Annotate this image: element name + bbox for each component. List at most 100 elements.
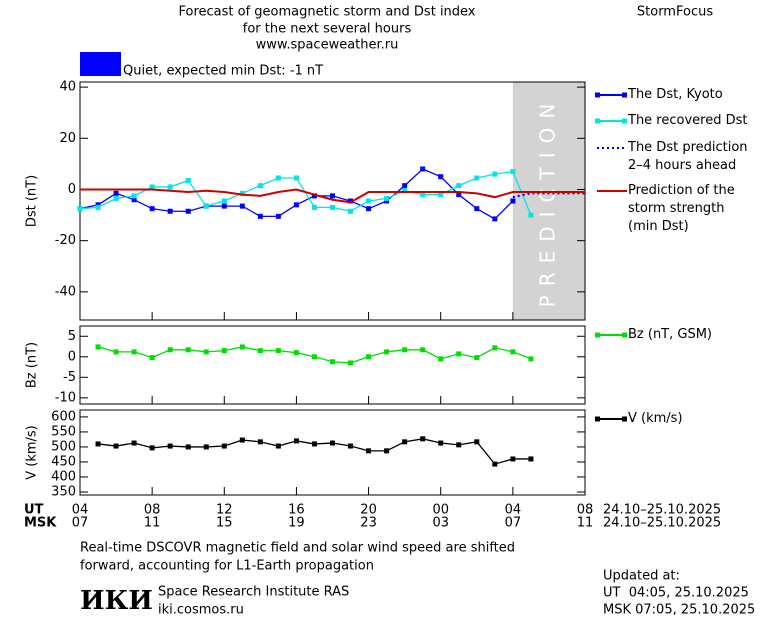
data-point xyxy=(510,456,516,462)
data-point xyxy=(510,349,516,355)
data-point xyxy=(438,356,444,362)
x-tick-label: 08 xyxy=(144,503,161,518)
ut-label: UT xyxy=(24,503,44,518)
status-swatch xyxy=(80,52,121,76)
data-point xyxy=(492,216,498,222)
data-point xyxy=(438,192,444,198)
data-point xyxy=(77,206,83,212)
data-point xyxy=(528,212,534,218)
x-tick-label-msk: 11 xyxy=(577,516,594,531)
data-point xyxy=(131,193,137,199)
data-point xyxy=(402,439,408,445)
prediction-label: PREDICTION xyxy=(535,95,559,308)
data-point xyxy=(456,442,462,448)
legend-label: Prediction of the storm strength (min Ds… xyxy=(628,183,735,234)
data-point xyxy=(366,198,372,204)
y-tick-label: 20 xyxy=(59,131,76,146)
data-point xyxy=(420,436,426,442)
data-point xyxy=(131,440,137,446)
data-point xyxy=(293,350,299,356)
data-point xyxy=(167,443,173,449)
data-point xyxy=(330,193,335,199)
data-point xyxy=(293,202,299,208)
data-point xyxy=(438,440,444,446)
x-tick-label: 08 xyxy=(577,503,594,518)
data-point xyxy=(384,448,390,454)
x-tick-label-msk: 19 xyxy=(288,516,305,531)
x-tick-label-msk: 07 xyxy=(72,516,89,531)
data-point xyxy=(384,349,390,355)
data-point xyxy=(348,360,354,366)
plot-frame xyxy=(79,409,586,496)
data-point xyxy=(149,355,155,361)
data-point xyxy=(149,206,155,212)
x-tick-label: 12 xyxy=(216,503,233,518)
data-point xyxy=(221,348,227,354)
x-tick-label-msk: 07 xyxy=(505,516,522,531)
updated-label: Updated at: xyxy=(603,569,680,584)
data-point xyxy=(167,184,173,190)
data-point xyxy=(311,193,317,199)
plot-frame xyxy=(79,325,586,405)
data-point xyxy=(221,198,227,204)
y-tick-label: 40 xyxy=(59,80,76,95)
data-point xyxy=(330,359,335,365)
legend-marker xyxy=(622,332,627,338)
y-tick-label: 5 xyxy=(68,329,76,344)
data-point xyxy=(492,461,498,467)
data-point xyxy=(456,183,462,189)
data-point xyxy=(275,348,281,354)
data-point xyxy=(420,192,426,198)
data-point xyxy=(257,213,263,219)
data-point xyxy=(384,195,390,201)
y-tick-label: -40 xyxy=(55,284,76,299)
data-point xyxy=(203,349,209,355)
legend-marker xyxy=(595,332,600,338)
title: www.spaceweather.ru xyxy=(256,38,399,53)
data-point xyxy=(95,441,101,447)
ut-range: 24.10–25.10.2025 xyxy=(603,503,721,518)
y-tick-label: 400 xyxy=(51,469,76,484)
legend-label: The Dst prediction 2–4 hours ahead xyxy=(628,140,748,173)
x-tick-label: 20 xyxy=(360,503,377,518)
data-point xyxy=(275,213,281,219)
data-point xyxy=(185,208,191,214)
site: iki.cosmos.ru xyxy=(158,603,244,618)
data-point xyxy=(311,354,317,360)
y-axis-label: Bz (nT) xyxy=(25,342,40,388)
data-point xyxy=(510,169,516,175)
data-point xyxy=(402,183,408,189)
legend-marker xyxy=(622,416,627,422)
y-tick-label: 0 xyxy=(68,182,76,197)
y-axis-label: V (km/s) xyxy=(25,425,40,480)
data-point xyxy=(221,443,227,449)
title: for the next several hours xyxy=(243,22,412,37)
data-point xyxy=(257,348,263,354)
data-point xyxy=(492,171,498,177)
data-point xyxy=(185,178,191,184)
data-point xyxy=(185,347,191,353)
data-point xyxy=(95,202,101,208)
y-tick-label: 600 xyxy=(51,409,76,424)
data-point xyxy=(239,203,245,209)
data-point xyxy=(474,175,480,181)
y-tick-label: 0 xyxy=(68,349,76,364)
x-tick-label: 00 xyxy=(432,503,449,518)
legend-label: V (km/s) xyxy=(628,411,683,426)
data-point xyxy=(239,437,245,443)
data-point xyxy=(275,443,281,449)
data-point xyxy=(311,441,317,447)
data-point xyxy=(131,197,137,203)
x-tick-label: 04 xyxy=(72,503,89,518)
data-point xyxy=(474,355,480,361)
data-point xyxy=(366,448,372,454)
data-point xyxy=(293,175,299,181)
y-tick-label: 350 xyxy=(51,484,76,499)
updated-msk: MSK 07:05, 25.10.2025 xyxy=(603,603,755,618)
data-point xyxy=(203,203,209,209)
title: Forecast of geomagnetic storm and Dst in… xyxy=(178,5,475,20)
data-point xyxy=(131,349,137,355)
data-point xyxy=(95,204,101,210)
